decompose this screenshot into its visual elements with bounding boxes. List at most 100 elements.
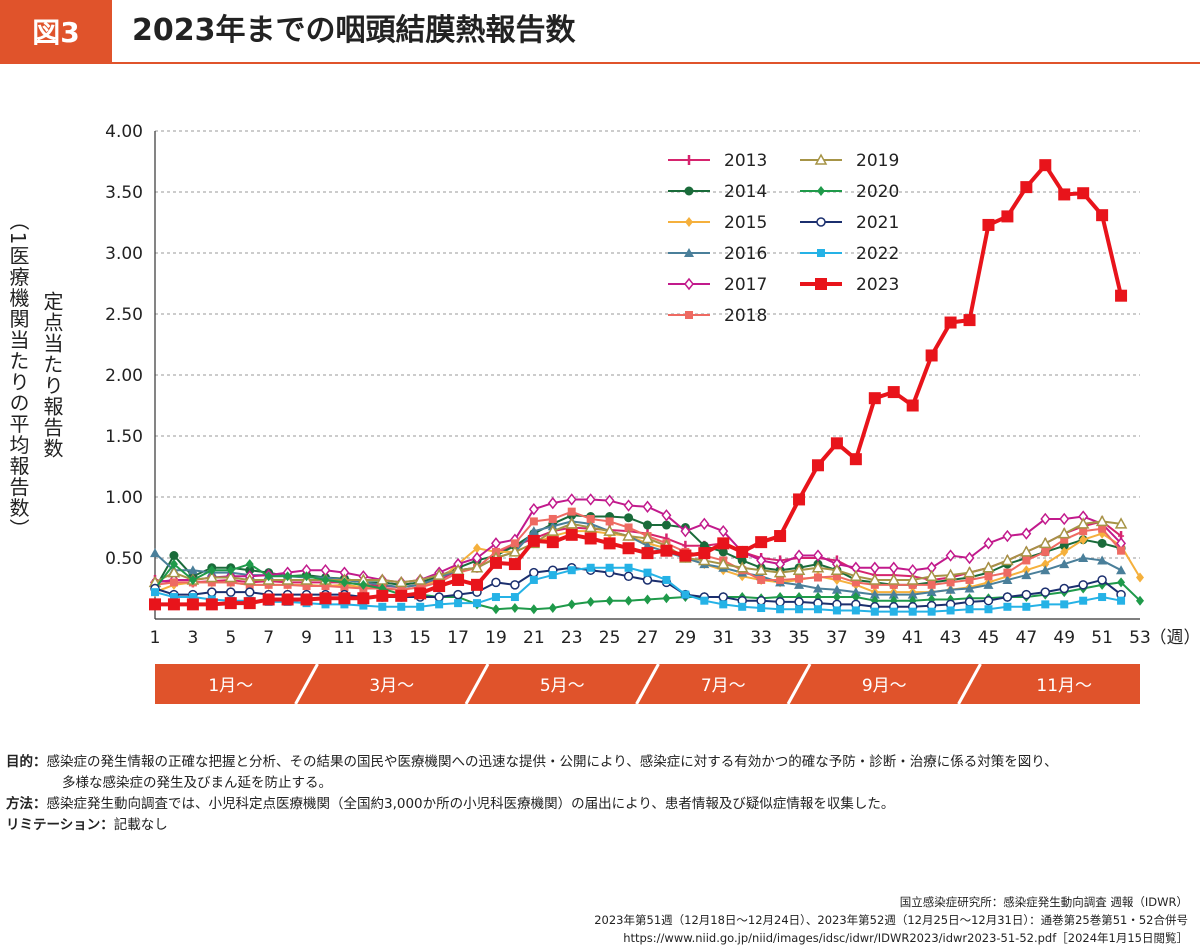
- legend-label: 2021: [856, 213, 899, 233]
- data-point: [817, 186, 825, 196]
- data-point: [813, 573, 822, 582]
- series-2020: [151, 559, 1144, 615]
- legend-item: 2019: [800, 151, 899, 171]
- data-point: [624, 513, 634, 523]
- data-point: [567, 507, 576, 516]
- data-point: [205, 598, 218, 611]
- data-point: [925, 569, 938, 582]
- legend-item: 2021: [800, 213, 899, 233]
- data-point: [340, 577, 349, 588]
- series-line: [154, 514, 1122, 589]
- data-point: [831, 584, 842, 594]
- data-point: [1020, 545, 1033, 557]
- data-point: [283, 571, 292, 582]
- data-point: [851, 592, 860, 603]
- x-tick-label: 19: [485, 628, 507, 648]
- data-point: [357, 592, 370, 605]
- data-point: [527, 534, 540, 547]
- series-line: [155, 163, 1124, 607]
- x-unit-label: （週）: [1150, 628, 1200, 648]
- data-point: [735, 561, 749, 573]
- data-point: [1059, 512, 1070, 526]
- data-point: [207, 565, 216, 576]
- data-point: [907, 589, 918, 599]
- data-point: [661, 520, 671, 530]
- data-point: [1022, 602, 1031, 611]
- data-point: [870, 607, 879, 616]
- data-point: [868, 573, 882, 585]
- data-point: [983, 595, 994, 606]
- data-point: [945, 584, 956, 594]
- data-point: [188, 574, 197, 585]
- data-point: [832, 572, 841, 581]
- data-point: [585, 493, 596, 506]
- data-point: [622, 542, 635, 555]
- data-point: [470, 561, 484, 573]
- data-point: [510, 580, 520, 590]
- data-point: [491, 537, 501, 550]
- data-point: [888, 561, 899, 574]
- data-point: [1098, 524, 1107, 533]
- data-point: [699, 517, 710, 531]
- legend-label: 2013: [724, 151, 767, 171]
- data-point: [927, 580, 936, 589]
- x-tick-label: 23: [561, 628, 583, 648]
- data-point: [718, 592, 729, 602]
- data-point: [149, 598, 161, 611]
- legend-label: 2015: [724, 213, 767, 233]
- source-line: https://www.niid.go.jp/niid/images/idsc/…: [623, 931, 1188, 945]
- x-tick-label: 39: [864, 628, 886, 648]
- data-point: [927, 607, 936, 616]
- data-point: [887, 386, 900, 399]
- legend-label: 2022: [856, 244, 899, 264]
- data-point: [964, 551, 975, 565]
- data-point: [586, 596, 595, 607]
- data-point: [643, 594, 652, 605]
- x-tick-label: 5: [225, 628, 236, 648]
- data-point: [207, 587, 217, 597]
- data-point: [510, 539, 519, 548]
- figure-number-badge: 図3: [0, 0, 112, 62]
- data-point: [453, 589, 463, 600]
- data-point: [1057, 527, 1071, 539]
- data-point: [584, 532, 597, 545]
- data-point: [982, 218, 995, 231]
- data-point: [811, 561, 825, 573]
- month-separator: [786, 663, 812, 705]
- data-point: [889, 607, 898, 616]
- month-label: 9月〜: [862, 676, 907, 696]
- data-point: [738, 602, 747, 611]
- data-point: [1097, 555, 1108, 565]
- series-line: [154, 566, 1122, 608]
- data-point: [641, 531, 654, 544]
- data-point: [681, 590, 690, 599]
- data-point: [662, 593, 671, 604]
- data-point: [698, 547, 711, 560]
- data-point: [698, 553, 711, 566]
- data-point: [548, 514, 557, 523]
- x-tick-label: 51: [1091, 628, 1113, 648]
- month-label: 7月〜: [701, 676, 746, 696]
- data-point: [684, 277, 694, 291]
- data-point: [1002, 592, 1013, 602]
- data-point: [169, 578, 178, 587]
- data-point: [1001, 553, 1014, 566]
- x-tick-label: 53: [1129, 628, 1151, 648]
- data-point: [1060, 535, 1069, 544]
- x-tick-label: 33: [750, 628, 772, 648]
- data-point: [454, 599, 463, 608]
- data-point: [510, 603, 519, 614]
- data-point: [908, 580, 917, 589]
- data-point: [849, 569, 863, 582]
- data-point: [869, 589, 880, 599]
- data-point: [1002, 529, 1013, 543]
- data-point: [359, 601, 368, 610]
- data-point: [604, 494, 615, 507]
- data-point: [717, 537, 730, 550]
- data-point: [1136, 595, 1144, 606]
- data-point: [1003, 568, 1012, 577]
- data-point: [547, 496, 558, 510]
- data-point: [684, 186, 694, 196]
- data-point: [473, 599, 482, 608]
- month-label: 1月〜: [208, 676, 253, 696]
